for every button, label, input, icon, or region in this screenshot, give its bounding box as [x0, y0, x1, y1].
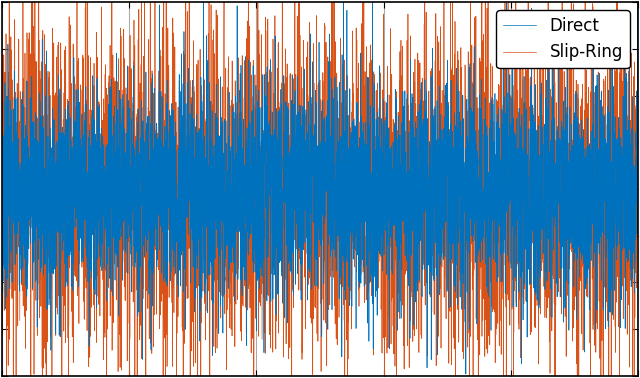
Direct [412, 195, 420, 200]
Direct [462, 372, 470, 376]
Legend: Direct, Slip-Ring: Direct, Slip-Ring [496, 11, 630, 68]
Slip-Ring [473, 182, 481, 187]
Slip-Ring [634, 142, 640, 147]
Slip-Ring [241, 246, 249, 250]
Direct [241, 278, 249, 283]
Slip-Ring [0, 46, 6, 51]
Direct [634, 230, 640, 234]
Slip-Ring [412, 282, 420, 287]
Slip-Ring [380, 107, 387, 111]
Direct [473, 175, 481, 179]
Direct [521, 217, 529, 221]
Slip-Ring [114, 142, 122, 147]
Direct [380, 178, 387, 183]
Slip-Ring [521, 177, 529, 181]
Direct [0, 98, 6, 103]
Direct [114, 265, 122, 269]
